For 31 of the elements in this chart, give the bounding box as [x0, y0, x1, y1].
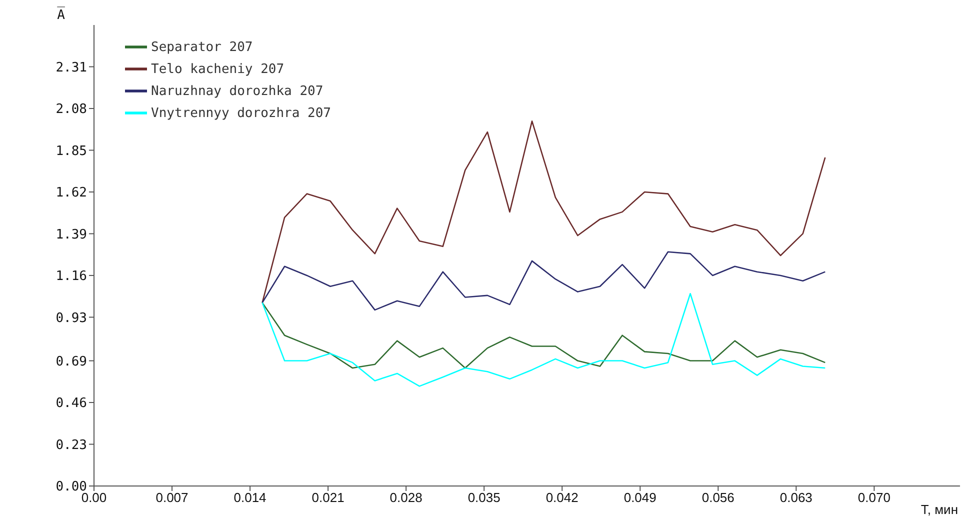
legend-label: Vnytrennyy dorozhra 207 [151, 106, 332, 121]
x-tick-label: 0.042 [546, 490, 578, 506]
legend-label: Separator 207 [151, 40, 253, 55]
y-tick-label: 1.16 [56, 269, 87, 284]
line-series [262, 292, 826, 387]
y-tick-label: 2.08 [56, 102, 87, 118]
x-tick-label: 0.035 [468, 490, 500, 506]
line-series [262, 251, 826, 311]
x-tick-label: 0.028 [390, 490, 422, 506]
y-tick-label: 1.39 [56, 227, 87, 242]
x-tick-label: 0.070 [858, 490, 890, 506]
x-axis-title: T, мин [920, 502, 958, 517]
legend-label: Telo kacheniy 207 [151, 62, 284, 77]
y-tick-label: 0.93 [56, 310, 87, 326]
y-axis-title: A̅ [57, 6, 66, 23]
legend-label: Naruzhnay dorozhka 207 [151, 84, 324, 99]
x-tick-label: 0.007 [156, 490, 188, 506]
y-tick-label: 0.69 [56, 354, 87, 370]
y-tick-label: 2.31 [56, 60, 87, 76]
y-tick-label: 0.23 [56, 438, 87, 453]
x-tick-label: 0.063 [780, 490, 812, 506]
line-series [262, 120, 826, 304]
y-tick-label: 0.46 [56, 396, 87, 412]
x-tick-label: 0.049 [624, 490, 656, 506]
x-tick-label: 0.014 [234, 490, 266, 506]
x-tick-label: 0.00 [81, 490, 107, 506]
x-tick-label: 0.056 [702, 490, 734, 506]
line-series [262, 302, 826, 369]
y-tick-label: 1.62 [56, 186, 87, 201]
y-tick-label: 1.85 [56, 144, 87, 159]
x-tick-label: 0.021 [312, 490, 344, 506]
